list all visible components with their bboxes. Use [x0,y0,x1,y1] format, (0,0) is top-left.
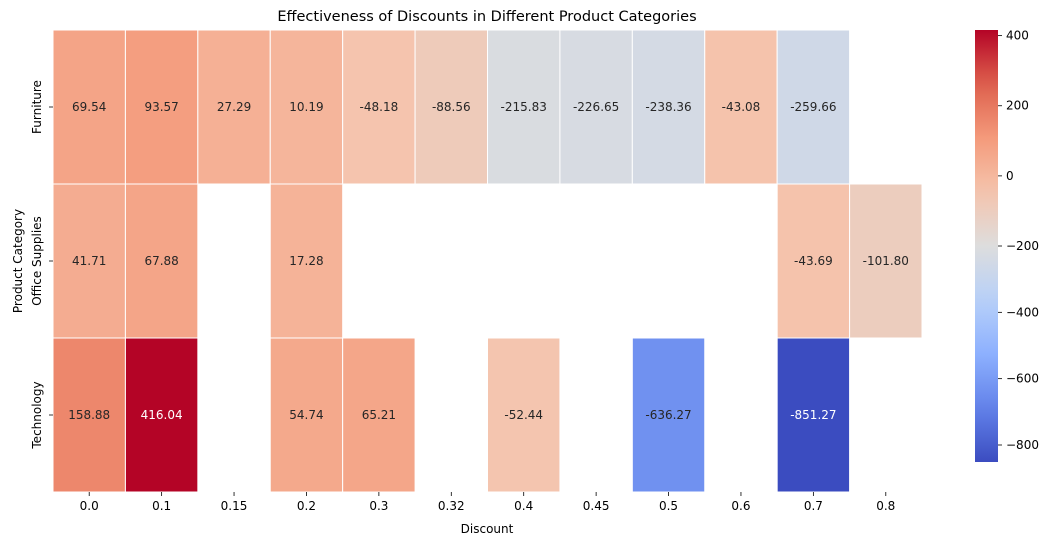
colorbar-gradient [975,30,998,462]
y-tick-label: Technology [30,381,44,449]
x-tick-label: 0.5 [659,499,678,513]
x-tick-label: 0.8 [876,499,895,513]
heatmap-cell [849,183,923,339]
x-tick-label: 0.2 [297,499,316,513]
heatmap-cell [487,29,561,185]
colorbar-tick-label: 400 [1006,29,1029,43]
heatmap-cell [342,337,416,493]
heatmap-cell [487,337,561,493]
heatmap-cell [269,183,344,339]
heatmap-cell-label: 93.57 [144,100,178,114]
heatmap-cell-label: -101.80 [863,254,909,268]
heatmap-cell-label: 69.54 [72,100,106,114]
heatmap-cell-label: -43.69 [794,254,833,268]
heatmap-cell [124,29,199,185]
colorbar-tick-label: 200 [1006,99,1029,113]
colorbar: 400 200 0 −200 −400 −600 −800 [975,29,1039,462]
heatmap-cell [776,337,851,493]
y-tick-label: Furniture [30,80,44,134]
x-tick-label: 0.6 [731,499,750,513]
x-tick-label: 0.4 [514,499,533,513]
heatmap-cell-label: -238.36 [645,100,691,114]
heatmap-cells: 69.54 93.57 27.29 10.19 -48.18 -88.56 -215.83 -… [52,29,923,493]
heatmap-cell-label: 416.04 [141,408,183,422]
heatmap-cell-label: -851.27 [790,408,836,422]
heatmap-cell-label: -259.66 [790,100,836,114]
heatmap-cell-label: -88.56 [432,100,471,114]
heatmap-cell [269,337,344,493]
x-tick-label: 0.1 [152,499,171,513]
colorbar-tick-label: −400 [1006,305,1039,319]
x-tick-label: 0.3 [369,499,388,513]
y-tick-label: Office Supplies [30,216,44,306]
heatmap-cell-label: -43.08 [722,100,761,114]
x-tick-label: 0.15 [221,499,248,513]
heatmap-cell-label: 10.19 [289,100,323,114]
colorbar-tick-label: 0 [1006,169,1014,183]
colorbar-tick-label: −200 [1006,239,1039,253]
colorbar-ticks: 400 200 0 −200 −400 −600 −800 [998,29,1039,452]
colorbar-tick-label: −600 [1006,372,1039,386]
heatmap-cell [52,337,126,493]
heatmap-cell [342,29,416,185]
heatmap-cell-label: 17.28 [289,254,323,268]
heatmap-cell-label: 67.88 [144,254,178,268]
heatmap-cell-label: -636.27 [645,408,691,422]
heatmap-cell [776,29,851,185]
heatmap-cell-label: -215.83 [501,100,547,114]
heatmap-cell-label: 41.71 [72,254,106,268]
colorbar-tick-label: −800 [1006,438,1039,452]
y-axis-label: Product Category [11,209,25,313]
heatmap-cell-label: 158.88 [68,408,110,422]
x-axis: 0.0 0.1 0.15 0.2 0.3 0.32 0.4 0.45 0.5 0.6 0.7 0.8 [80,492,895,513]
heatmap-cell [52,183,126,339]
x-tick-label: 0.7 [804,499,823,513]
x-axis-label: Discount [461,522,514,536]
heatmap-cell-label: 54.74 [289,408,323,422]
heatmap-cell [124,337,199,493]
heatmap-cell-label: 65.21 [362,408,396,422]
heatmap-cell [776,183,851,339]
heatmap-cell [631,29,706,185]
heatmap-cell [704,29,778,185]
x-tick-label: 0.45 [583,499,610,513]
y-axis: Furniture Office Supplies Technology [30,80,53,450]
heatmap-cell-label: 27.29 [217,100,251,114]
x-tick-label: 0.0 [80,499,99,513]
heatmap-cell [124,183,199,339]
heatmap-cell [631,337,706,493]
heatmap-cell [559,29,633,185]
heatmap-cell [414,29,489,185]
heatmap-cell-label: -226.65 [573,100,619,114]
heatmap-cell-label: -48.18 [360,100,399,114]
chart-title: Effectiveness of Discounts in Different … [277,9,696,25]
heatmap-cell-label: -52.44 [504,408,543,422]
x-tick-label: 0.32 [438,499,465,513]
heatmap-cell [269,29,344,185]
heatmap-cell [197,29,271,185]
heatmap-cell [52,29,126,185]
